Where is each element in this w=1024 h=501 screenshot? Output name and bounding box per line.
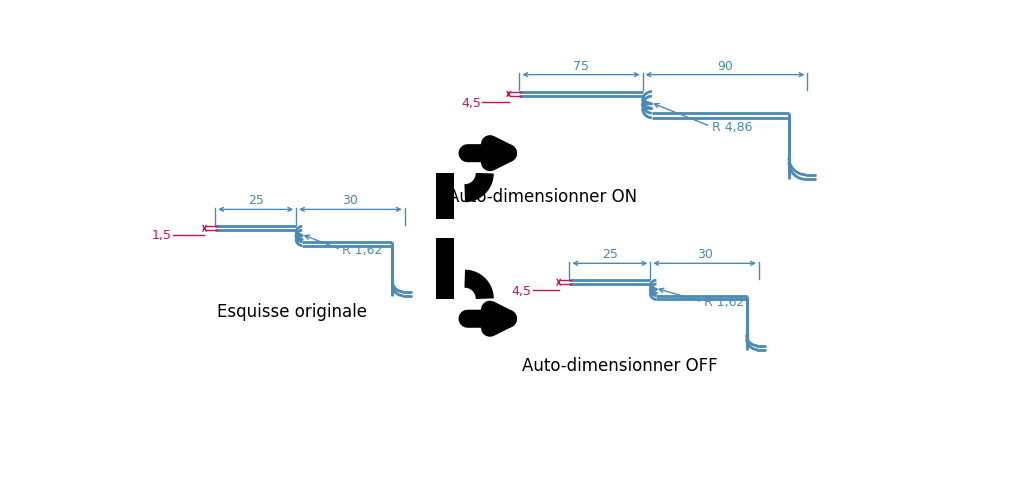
Text: 1,5: 1,5 (152, 229, 171, 242)
Text: 75: 75 (573, 60, 589, 73)
Text: 25: 25 (248, 194, 263, 207)
Text: Esquisse originale: Esquisse originale (217, 303, 368, 321)
Text: R 1,62: R 1,62 (342, 243, 383, 257)
Text: 30: 30 (696, 247, 713, 261)
Text: Auto-dimensionner ON: Auto-dimensionner ON (447, 187, 637, 205)
Text: R 1,62: R 1,62 (705, 296, 744, 309)
Text: 25: 25 (602, 247, 617, 261)
Text: R 4,86: R 4,86 (712, 120, 753, 133)
Text: 4,5: 4,5 (461, 97, 481, 110)
Text: 4,5: 4,5 (511, 284, 531, 297)
Text: 30: 30 (342, 194, 358, 207)
Text: Auto-dimensionner OFF: Auto-dimensionner OFF (521, 356, 718, 374)
Text: 90: 90 (717, 60, 733, 73)
